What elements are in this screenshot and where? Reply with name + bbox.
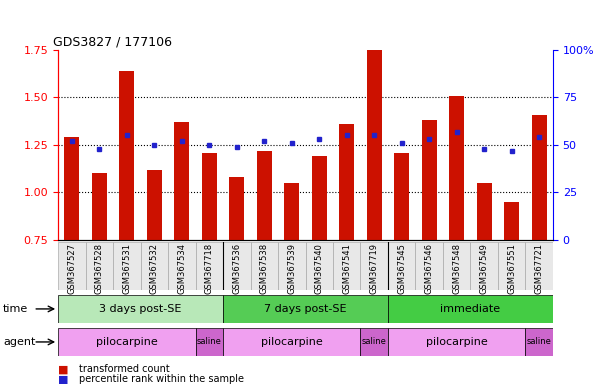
Bar — [367, 31, 382, 240]
Text: GSM367546: GSM367546 — [425, 243, 434, 294]
Text: GSM367538: GSM367538 — [260, 243, 269, 294]
Bar — [477, 183, 492, 240]
FancyBboxPatch shape — [86, 242, 113, 290]
FancyBboxPatch shape — [443, 242, 470, 290]
FancyBboxPatch shape — [470, 242, 498, 290]
FancyBboxPatch shape — [388, 295, 553, 323]
Text: GSM367551: GSM367551 — [507, 243, 516, 294]
Text: GSM367718: GSM367718 — [205, 243, 214, 294]
Text: GSM367549: GSM367549 — [480, 243, 489, 294]
Text: GSM367527: GSM367527 — [67, 243, 76, 294]
Bar — [257, 151, 272, 240]
Bar — [504, 202, 519, 240]
Bar — [174, 122, 189, 240]
FancyBboxPatch shape — [306, 242, 333, 290]
Text: pilocarpine: pilocarpine — [261, 337, 323, 347]
Bar — [119, 71, 134, 240]
FancyBboxPatch shape — [525, 242, 553, 290]
Bar — [394, 152, 409, 240]
Bar — [422, 120, 437, 240]
FancyBboxPatch shape — [196, 328, 223, 356]
Text: GSM367721: GSM367721 — [535, 243, 544, 294]
Text: percentile rank within the sample: percentile rank within the sample — [79, 374, 244, 384]
FancyBboxPatch shape — [278, 242, 306, 290]
Text: GSM367532: GSM367532 — [150, 243, 159, 294]
FancyBboxPatch shape — [196, 242, 223, 290]
Text: 7 days post-SE: 7 days post-SE — [264, 304, 347, 314]
Text: GSM367719: GSM367719 — [370, 243, 379, 294]
FancyBboxPatch shape — [415, 242, 443, 290]
Bar — [202, 152, 217, 240]
FancyBboxPatch shape — [113, 242, 141, 290]
Bar — [147, 170, 162, 240]
Text: GSM367536: GSM367536 — [232, 243, 241, 294]
Text: agent: agent — [3, 337, 35, 347]
Text: GSM367539: GSM367539 — [287, 243, 296, 294]
Text: GSM367540: GSM367540 — [315, 243, 324, 294]
FancyBboxPatch shape — [498, 242, 525, 290]
FancyBboxPatch shape — [360, 242, 388, 290]
Text: time: time — [3, 304, 28, 314]
FancyBboxPatch shape — [251, 242, 278, 290]
Text: transformed count: transformed count — [79, 364, 170, 374]
Text: pilocarpine: pilocarpine — [96, 337, 158, 347]
FancyBboxPatch shape — [58, 242, 86, 290]
Text: saline: saline — [527, 338, 552, 346]
Text: GSM367548: GSM367548 — [452, 243, 461, 294]
FancyBboxPatch shape — [388, 242, 415, 290]
Bar — [449, 96, 464, 240]
Bar — [92, 174, 107, 240]
Text: ■: ■ — [58, 364, 68, 374]
Text: GSM367541: GSM367541 — [342, 243, 351, 294]
FancyBboxPatch shape — [141, 242, 168, 290]
Text: saline: saline — [362, 338, 387, 346]
Bar — [64, 137, 79, 240]
FancyBboxPatch shape — [58, 295, 223, 323]
FancyBboxPatch shape — [168, 242, 196, 290]
FancyBboxPatch shape — [223, 242, 251, 290]
FancyBboxPatch shape — [58, 328, 196, 356]
Text: 3 days post-SE: 3 days post-SE — [100, 304, 181, 314]
FancyBboxPatch shape — [223, 295, 388, 323]
Bar — [312, 156, 327, 240]
FancyBboxPatch shape — [333, 242, 360, 290]
Text: GSM367545: GSM367545 — [397, 243, 406, 294]
Text: GSM367531: GSM367531 — [122, 243, 131, 294]
Text: immediate: immediate — [441, 304, 500, 314]
Text: ■: ■ — [58, 374, 68, 384]
Bar — [532, 114, 547, 240]
FancyBboxPatch shape — [223, 328, 360, 356]
Text: GSM367534: GSM367534 — [177, 243, 186, 294]
Text: GDS3827 / 177106: GDS3827 / 177106 — [53, 36, 172, 49]
Text: GSM367528: GSM367528 — [95, 243, 104, 294]
FancyBboxPatch shape — [360, 328, 388, 356]
Bar — [284, 183, 299, 240]
Bar — [229, 177, 244, 240]
Bar — [339, 124, 354, 240]
Text: saline: saline — [197, 338, 222, 346]
FancyBboxPatch shape — [388, 328, 525, 356]
FancyBboxPatch shape — [525, 328, 553, 356]
Text: pilocarpine: pilocarpine — [426, 337, 488, 347]
